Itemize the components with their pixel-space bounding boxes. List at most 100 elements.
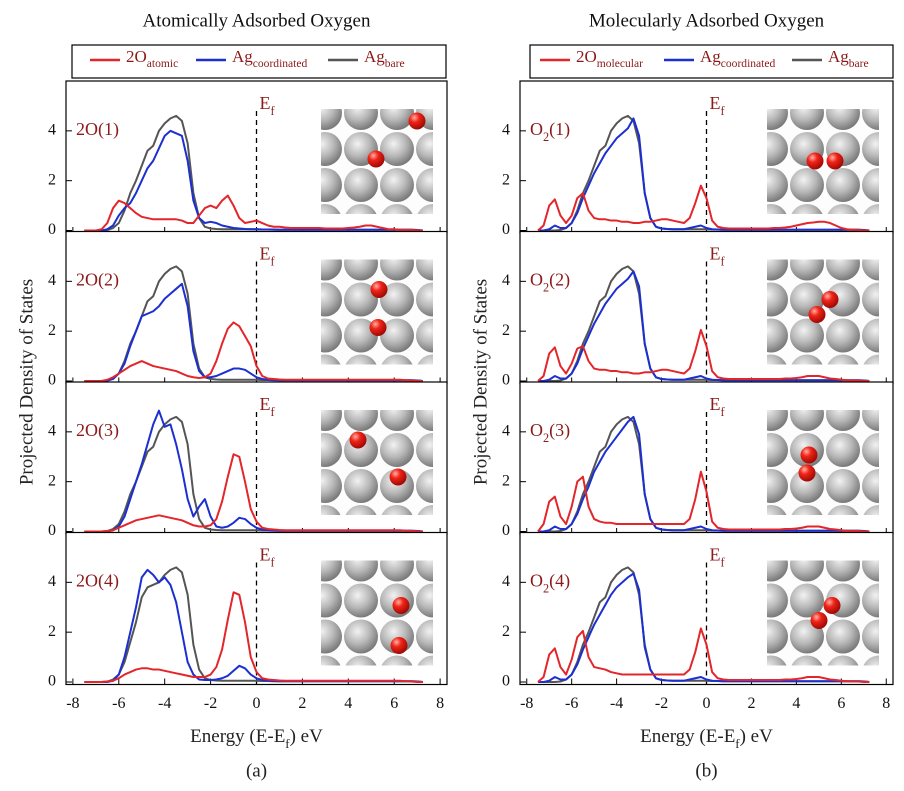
ag-atom [416,168,433,202]
ag-atom [417,354,433,365]
ag-atom [416,433,433,467]
ag-atom [767,410,788,431]
fermi-label-part: E [260,93,271,113]
ag-atom [791,354,823,365]
series-line [537,117,870,232]
ag-atom [826,619,860,654]
ag-atom [452,204,486,238]
ag-atom [790,469,824,503]
y-tick-label: 2 [48,623,56,640]
ag-atom [345,505,377,515]
o-atom [823,597,841,614]
ag-atom [321,583,342,618]
ag-atom [791,655,823,666]
ag-atom [898,505,904,539]
inset-bg [321,410,433,515]
ag-atom [862,318,879,353]
series-line [84,321,423,383]
fermi-label-part: f [271,405,276,419]
ag-atom [321,410,342,431]
ag-atom [308,692,342,726]
ag-atom [321,655,341,666]
ag-atom [826,318,860,353]
fermi-label-part: f [721,104,726,118]
ag-atom [321,433,342,467]
x-tick-label: -6 [565,695,578,712]
legend-label: 2Omolecular [576,47,643,70]
ag-atom [790,318,824,353]
fermi-label-part: E [710,244,721,264]
ag-atom [452,60,486,94]
ag-atom [767,168,788,202]
x-tick-label: -4 [610,695,623,712]
ag-atom [790,410,824,431]
o-atom [821,291,839,308]
x-tick-label: 0 [703,695,711,712]
o-atom [806,152,824,170]
ag-atom [863,655,879,666]
series-line [537,184,870,232]
ag-atom [827,354,859,365]
ag-atom [826,259,860,281]
ag-atom [321,619,342,654]
ag-atom [344,168,378,202]
ag-atom [416,619,433,654]
panel-label-part: 2O(1) [76,119,119,140]
o-atom [392,597,410,614]
x-axis-label-part: f [735,736,740,751]
ag-atom [826,469,860,503]
ag-atom [862,560,879,582]
ag-atom [898,96,904,130]
series-line [537,415,870,533]
x-tick-label: -8 [520,695,533,712]
y-tick-label: 4 [502,272,510,289]
ag-atom [344,282,378,317]
o-atom [389,468,407,486]
ag-atom [767,132,788,166]
y-axis-label: Projected Density of States [16,279,37,485]
series-line [537,270,870,383]
panel-label: 2O(3) [76,420,119,441]
ag-atom [826,410,860,431]
ag-atom [344,318,378,353]
ag-atom [898,60,904,94]
ag-atom [767,560,788,582]
y-tick-label: 0 [48,673,56,690]
panel-label-part: (3) [549,420,570,441]
series-line [84,194,423,232]
inset [308,560,433,726]
o-atom [367,150,385,168]
x-tick-label: -2 [655,695,668,712]
fermi-label-part: f [271,104,276,118]
ag-atom [790,168,824,202]
ag-atom [898,433,904,467]
fermi-label-part: E [260,394,271,414]
x-axis-label-part: ) eV [290,726,324,747]
ag-atom [767,282,788,317]
panel-label: O2(3) [530,420,570,445]
ag-atom [862,259,879,281]
ag-atom [898,211,904,245]
inset [767,560,879,666]
ag-atom [898,355,904,389]
x-tick-label: 6 [837,695,845,712]
ag-atom [380,109,414,130]
ag-atom [767,354,787,365]
fermi-label-part: E [260,545,271,565]
column-title: Molecularly Adsorbed Oxygen [589,10,825,31]
y-axis-label: Projected Density of States [470,279,491,485]
x-tick-label: -2 [204,695,217,712]
y-tick-label: 2 [502,472,510,489]
ag-atom [826,109,860,130]
panel-label-part: 2O(2) [76,270,119,291]
ag-atom [416,282,433,317]
y-tick-label: 0 [502,221,510,238]
ag-atom [344,619,378,654]
o-atom [798,464,816,482]
caption: (b) [695,760,717,781]
ag-atom [381,655,413,666]
ag-atom [898,469,904,503]
y-tick-label: 4 [502,423,510,440]
panel-label-part: 2O(4) [76,571,119,592]
x-tick-label: -6 [112,695,125,712]
